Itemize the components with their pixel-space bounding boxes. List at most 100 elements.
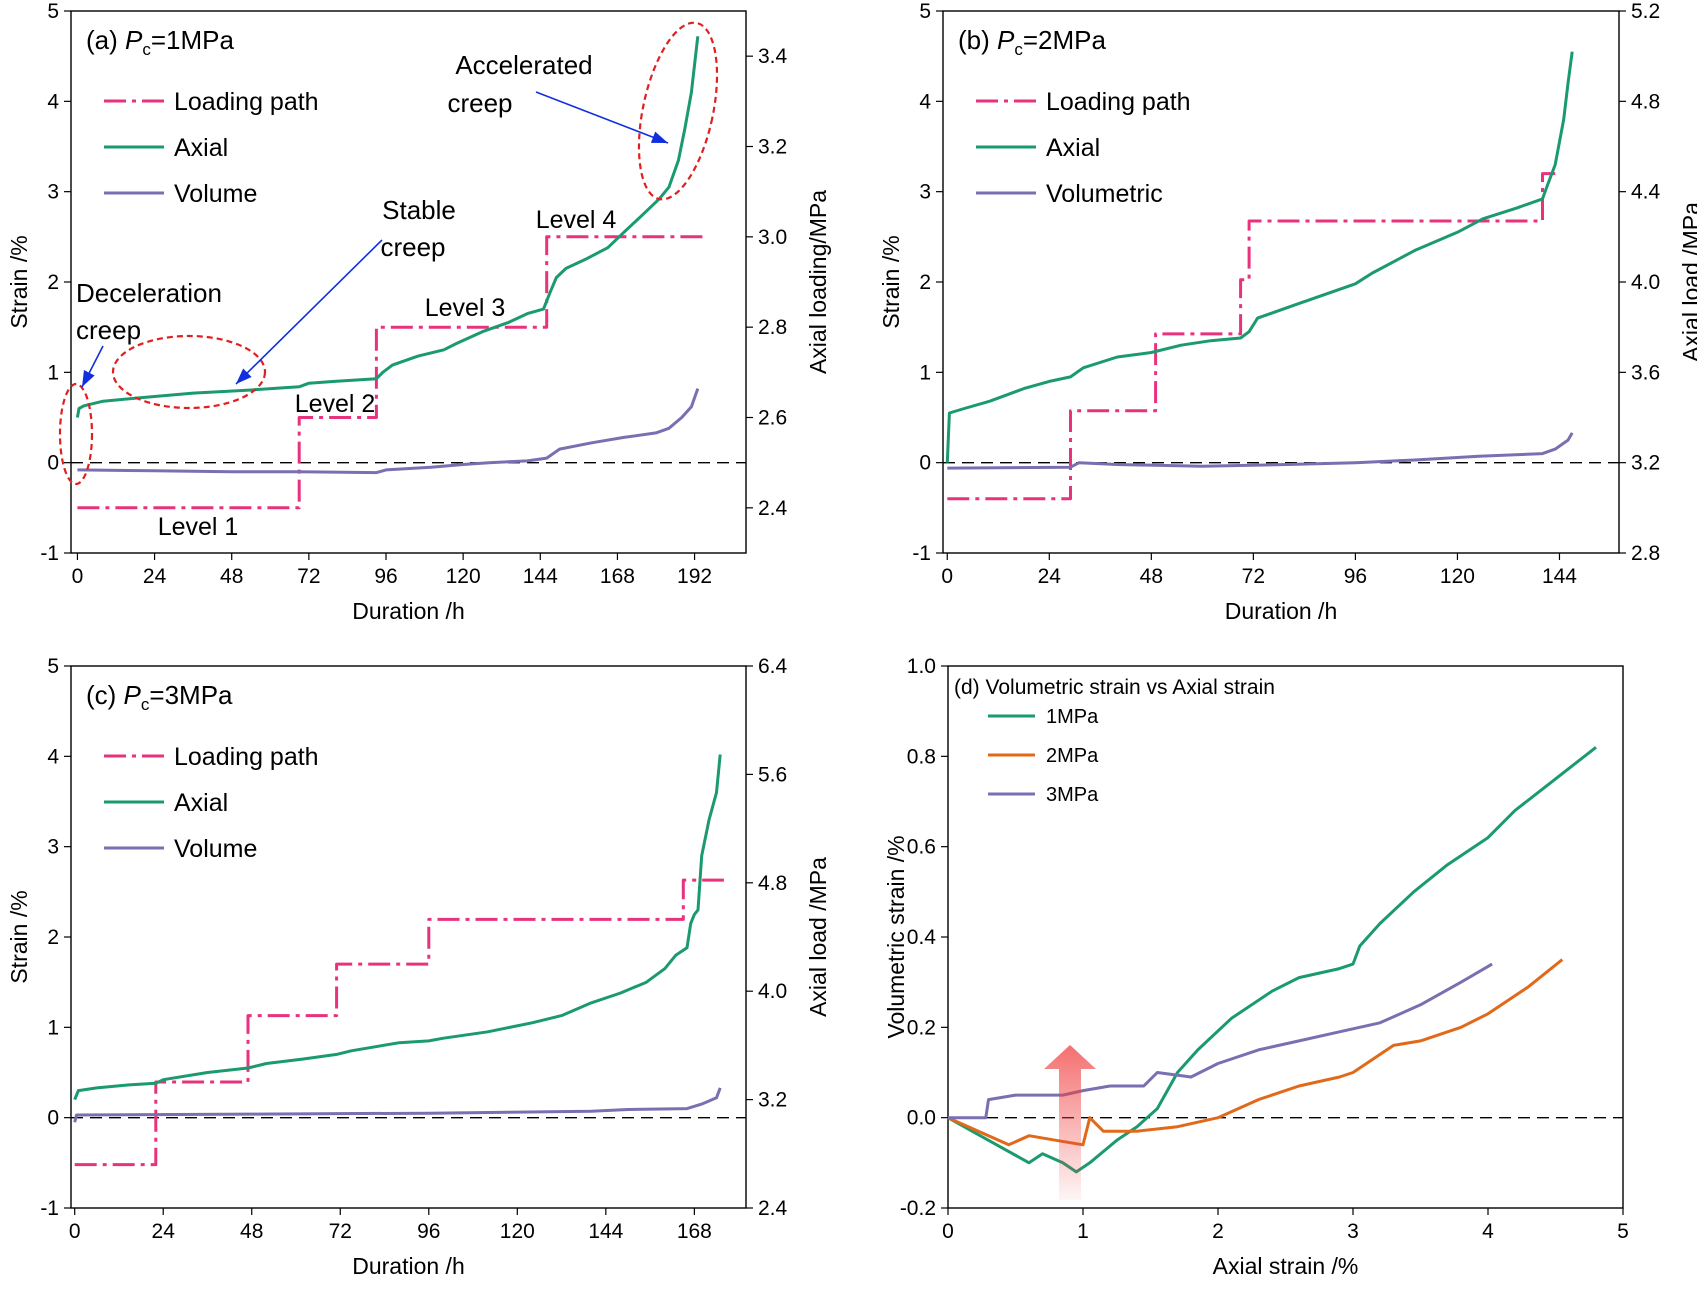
series-1mpa bbox=[947, 746, 1597, 1174]
x-tick-label: 3 bbox=[1347, 1220, 1359, 1243]
x-tick-label: 72 bbox=[1242, 565, 1265, 588]
y2-tick-label: 3.2 bbox=[758, 1089, 787, 1112]
y2-tick-label: 3.4 bbox=[758, 45, 788, 68]
y2-tick-label: 5.2 bbox=[1631, 0, 1660, 23]
deceleration-ellipse bbox=[58, 382, 94, 486]
y-axis-label: Strain /% bbox=[6, 890, 32, 983]
x-tick-label: 4 bbox=[1482, 1220, 1494, 1243]
y-tick-label: -1 bbox=[912, 542, 931, 565]
y-tick-label: 4 bbox=[919, 90, 931, 113]
y-tick-label: 5 bbox=[919, 0, 931, 23]
accelerated-ellipse bbox=[637, 21, 719, 201]
stable-arrow-head bbox=[236, 368, 252, 384]
y2-tick-label: 2.6 bbox=[758, 407, 787, 430]
y2-axis-label: Axial load /MPa bbox=[1678, 202, 1697, 362]
y-axis-label: Strain /% bbox=[878, 235, 904, 328]
series-axial bbox=[945, 51, 1574, 463]
legend-label: Loading path bbox=[174, 743, 319, 771]
y2-axis-label: Axial load /MPa bbox=[805, 857, 831, 1017]
x-tick-label: 24 bbox=[152, 1220, 176, 1243]
x-tick-label: 0 bbox=[69, 1220, 81, 1243]
title-subscript: c bbox=[142, 40, 151, 59]
x-tick-label: 24 bbox=[143, 565, 167, 588]
title-prefix: (a) bbox=[86, 25, 125, 55]
y-tick-label: 0.0 bbox=[907, 1107, 936, 1130]
series-axial bbox=[73, 754, 722, 1101]
annotation-stable: Stable bbox=[382, 195, 456, 225]
legend-label: Loading path bbox=[1046, 88, 1191, 116]
legend-label: Axial bbox=[1046, 134, 1100, 162]
x-tick-label: 96 bbox=[1344, 565, 1367, 588]
y-tick-label: 1 bbox=[47, 1016, 59, 1039]
y2-tick-label: 5.6 bbox=[758, 763, 787, 786]
x-axis-label: Axial strain /% bbox=[1213, 1253, 1359, 1279]
annotation-level-1: Level 1 bbox=[158, 513, 239, 541]
y2-tick-label: 3.6 bbox=[1631, 361, 1660, 384]
y-tick-label: 1 bbox=[919, 361, 931, 384]
panel-title: (c) Pc=3MPa bbox=[86, 680, 233, 714]
y2-tick-label: 2.4 bbox=[758, 1197, 788, 1220]
stable-ellipse bbox=[111, 334, 267, 410]
y-tick-label: 5 bbox=[47, 655, 59, 678]
x-tick-label: 48 bbox=[1140, 565, 1163, 588]
series-axial bbox=[75, 36, 700, 418]
y2-tick-label: 4.0 bbox=[1631, 271, 1660, 294]
panel-b: 0 24 48 72 96 120 144 -1 0 1 2 3 4 5 2.8 3.2 3.6 4.0 4.4 4.… bbox=[878, 0, 1697, 624]
y-tick-label: 3 bbox=[919, 181, 931, 204]
y-tick-label: 0 bbox=[47, 452, 59, 475]
legend-label: Axial bbox=[174, 134, 228, 162]
accelerated-arrow-head bbox=[650, 131, 668, 143]
y-tick-label: 3 bbox=[47, 181, 59, 204]
x-tick-label: 72 bbox=[297, 565, 320, 588]
series-volume bbox=[73, 1087, 722, 1123]
annotation-deceleration: Deceleration bbox=[76, 278, 222, 308]
legend-label: 1MPa bbox=[1046, 706, 1099, 728]
y2-tick-label: 4.8 bbox=[758, 872, 787, 895]
title-italic: P bbox=[125, 25, 143, 55]
y-tick-label: 2 bbox=[47, 926, 59, 949]
annotation-accelerated-creep: creep bbox=[447, 88, 512, 118]
y-tick-label: 4 bbox=[47, 90, 59, 113]
x-axis-label: Duration /h bbox=[352, 1253, 465, 1279]
panel-title: (b) Pc=2MPa bbox=[958, 25, 1106, 59]
x-tick-label: 5 bbox=[1617, 1220, 1629, 1243]
title-suffix: =1MPa bbox=[151, 25, 235, 55]
annotation-level-4: Level 4 bbox=[536, 206, 617, 234]
x-axis-label: Duration /h bbox=[352, 598, 465, 624]
deceleration-arrow-head bbox=[82, 370, 95, 387]
y-tick-label: 5 bbox=[47, 0, 59, 23]
x-tick-label: 120 bbox=[1440, 565, 1475, 588]
x-tick-label: 120 bbox=[500, 1220, 535, 1243]
y-tick-label: 2 bbox=[919, 271, 931, 294]
upward-trend-arrow bbox=[1044, 1045, 1096, 1200]
x-tick-label: 48 bbox=[220, 565, 243, 588]
panel-a: 0 24 48 72 96 120 144 168 192 -1 0 1 2 3 4 5 2.4 2.6 2.8 3.… bbox=[6, 0, 831, 624]
title-prefix: (b) bbox=[958, 25, 997, 55]
legend-label: Volume bbox=[174, 835, 257, 863]
annotation-accelerated: Accelerated bbox=[455, 50, 592, 80]
series-3mpa bbox=[948, 962, 1493, 1120]
panel-c: 0 24 48 72 96 120 144 168 -1 0 1 2 3 4 5 2.4 3.2 4.0 4.8 5.… bbox=[6, 655, 831, 1279]
title-italic: P bbox=[124, 680, 142, 710]
y-tick-label: 1 bbox=[47, 361, 59, 384]
x-tick-label: 96 bbox=[417, 1220, 440, 1243]
series-volumetric bbox=[947, 432, 1574, 470]
y-tick-label: 0.6 bbox=[907, 836, 936, 859]
y-tick-label: 3 bbox=[47, 836, 59, 859]
x-tick-label: 0 bbox=[942, 1220, 954, 1243]
y2-axis-label: Axial loading/MPa bbox=[805, 190, 831, 374]
title-subscript: c bbox=[141, 695, 150, 714]
x-tick-label: 168 bbox=[677, 1220, 712, 1243]
y2-tick-label: 3.2 bbox=[1631, 452, 1660, 475]
y-tick-label: 2 bbox=[47, 271, 59, 294]
legend-label: Volume bbox=[174, 180, 257, 208]
x-tick-label: 24 bbox=[1038, 565, 1062, 588]
title-prefix: (c) bbox=[86, 680, 124, 710]
series-loading-path bbox=[74, 878, 724, 1167]
legend-label: Volumetric bbox=[1046, 180, 1163, 208]
legend-label: 2MPa bbox=[1046, 745, 1099, 767]
y-tick-label: -0.2 bbox=[900, 1197, 936, 1220]
x-tick-label: 144 bbox=[523, 565, 558, 588]
x-tick-label: 72 bbox=[329, 1220, 352, 1243]
